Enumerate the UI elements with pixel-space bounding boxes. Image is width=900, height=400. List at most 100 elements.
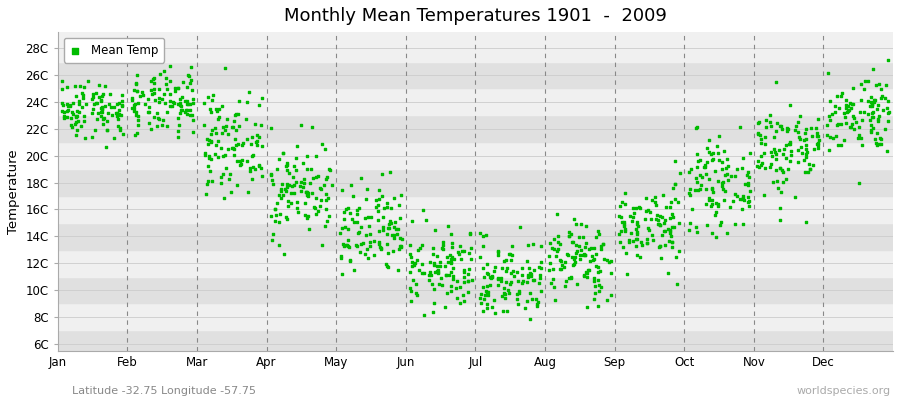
Mean Temp	[388, 219, 402, 226]
Mean Temp	[334, 253, 348, 259]
Mean Temp	[567, 256, 581, 262]
Mean Temp	[834, 142, 849, 149]
Mean Temp	[499, 279, 513, 285]
Mean Temp	[440, 290, 454, 296]
Mean Temp	[322, 166, 337, 172]
Mean Temp	[734, 165, 749, 172]
Mean Temp	[382, 169, 397, 176]
Mean Temp	[165, 103, 179, 110]
Mean Temp	[614, 228, 628, 234]
Mean Temp	[113, 112, 128, 118]
Mean Temp	[94, 112, 109, 119]
Mean Temp	[319, 197, 333, 203]
Mean Temp	[478, 232, 492, 238]
Mean Temp	[522, 265, 536, 271]
Legend: Mean Temp: Mean Temp	[64, 38, 164, 63]
Mean Temp	[94, 106, 109, 112]
Mean Temp	[272, 192, 286, 198]
Mean Temp	[512, 287, 526, 294]
Mean Temp	[197, 100, 211, 106]
Mean Temp	[864, 103, 878, 109]
Mean Temp	[362, 222, 376, 229]
Mean Temp	[620, 271, 634, 278]
Mean Temp	[296, 184, 310, 190]
Mean Temp	[546, 276, 561, 282]
Mean Temp	[778, 142, 793, 148]
Mean Temp	[141, 96, 156, 102]
Mean Temp	[90, 116, 104, 122]
Mean Temp	[769, 150, 783, 157]
Mean Temp	[630, 251, 644, 258]
Mean Temp	[564, 274, 579, 280]
Mean Temp	[545, 244, 560, 251]
Mean Temp	[834, 90, 849, 96]
Mean Temp	[509, 290, 524, 297]
Mean Temp	[280, 162, 294, 168]
Mean Temp	[100, 126, 114, 133]
Mean Temp	[124, 97, 139, 104]
Mean Temp	[658, 242, 672, 248]
Mean Temp	[444, 255, 458, 262]
Mean Temp	[243, 165, 257, 172]
Mean Temp	[201, 178, 215, 184]
Mean Temp	[217, 195, 231, 201]
Mean Temp	[180, 72, 194, 78]
Mean Temp	[590, 251, 604, 257]
Mean Temp	[741, 180, 755, 186]
Mean Temp	[310, 208, 325, 214]
Mean Temp	[879, 82, 894, 88]
Mean Temp	[512, 290, 526, 297]
Mean Temp	[832, 104, 846, 111]
Mean Temp	[550, 211, 564, 217]
Mean Temp	[336, 241, 350, 248]
Mean Temp	[500, 265, 514, 271]
Mean Temp	[220, 116, 234, 122]
Mean Temp	[345, 216, 359, 223]
Mean Temp	[408, 260, 422, 266]
Mean Temp	[311, 173, 326, 180]
Mean Temp	[158, 81, 173, 87]
Mean Temp	[482, 292, 496, 299]
Mean Temp	[301, 192, 315, 199]
Mean Temp	[387, 235, 401, 241]
Mean Temp	[445, 259, 459, 265]
Mean Temp	[839, 102, 853, 108]
Mean Temp	[764, 149, 778, 156]
Mean Temp	[279, 163, 293, 169]
Mean Temp	[653, 213, 668, 219]
Mean Temp	[304, 190, 319, 196]
Mean Temp	[568, 254, 582, 261]
Mean Temp	[776, 179, 790, 186]
Mean Temp	[176, 79, 190, 86]
Mean Temp	[561, 252, 575, 258]
Mean Temp	[648, 202, 662, 208]
Mean Temp	[313, 203, 328, 210]
Mean Temp	[581, 267, 596, 274]
Mean Temp	[372, 228, 386, 234]
Mean Temp	[523, 270, 537, 276]
Mean Temp	[309, 174, 323, 180]
Mean Temp	[306, 174, 320, 181]
Mean Temp	[663, 230, 678, 236]
Mean Temp	[871, 115, 886, 122]
Mean Temp	[208, 150, 222, 157]
Mean Temp	[456, 274, 471, 280]
Mean Temp	[780, 166, 795, 172]
Mean Temp	[94, 93, 109, 100]
Mean Temp	[581, 266, 596, 273]
Mean Temp	[240, 99, 255, 106]
Mean Temp	[773, 123, 788, 129]
Mean Temp	[287, 190, 302, 196]
Mean Temp	[481, 289, 495, 296]
Mean Temp	[690, 228, 705, 235]
Mean Temp	[446, 276, 461, 282]
Mean Temp	[216, 153, 230, 159]
Mean Temp	[454, 256, 468, 262]
Mean Temp	[477, 296, 491, 302]
Mean Temp	[387, 195, 401, 202]
Mean Temp	[688, 224, 703, 230]
Mean Temp	[105, 112, 120, 119]
Mean Temp	[625, 230, 639, 236]
Mean Temp	[868, 82, 883, 88]
Mean Temp	[810, 139, 824, 146]
